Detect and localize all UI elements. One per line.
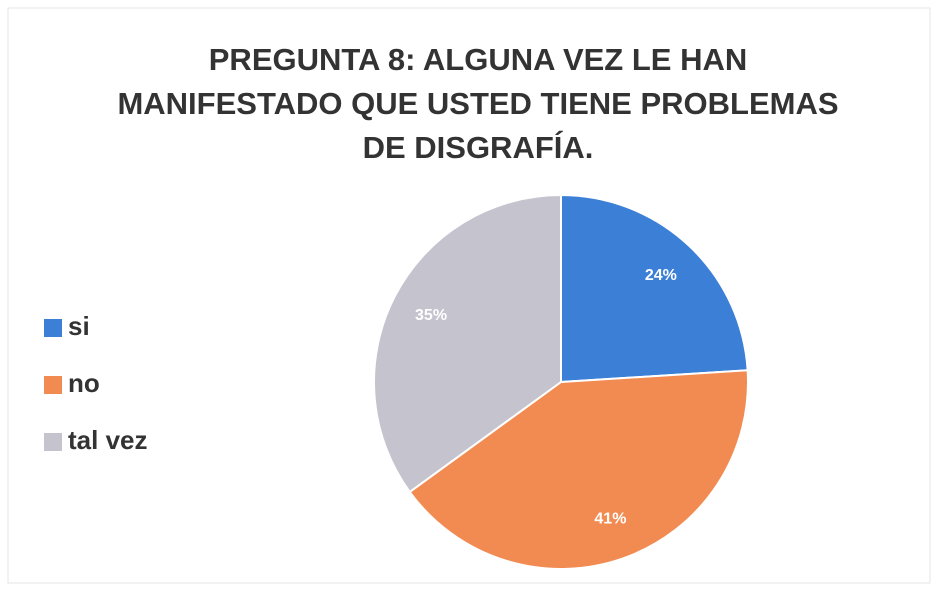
- pie-slice: [560, 193, 749, 384]
- legend-label: no: [68, 368, 100, 398]
- legend-swatch: [44, 376, 62, 394]
- legend-swatch: [44, 433, 62, 451]
- chart-title: PREGUNTA 8: ALGUNA VEZ LE HAN: [209, 42, 748, 77]
- pie-slice: [408, 369, 749, 570]
- data-label: 24%: [645, 267, 677, 284]
- legend-label: si: [68, 311, 90, 341]
- chart-title: MANIFESTADO QUE USTED TIENE PROBLEMAS: [117, 86, 838, 121]
- data-label: 35%: [415, 307, 447, 324]
- legend-swatch: [44, 319, 62, 337]
- chart-title: DE DISGRAFÍA.: [363, 130, 594, 165]
- data-label: 41%: [594, 510, 626, 527]
- pie-slice: [373, 193, 562, 494]
- legend-label: tal vez: [68, 425, 148, 455]
